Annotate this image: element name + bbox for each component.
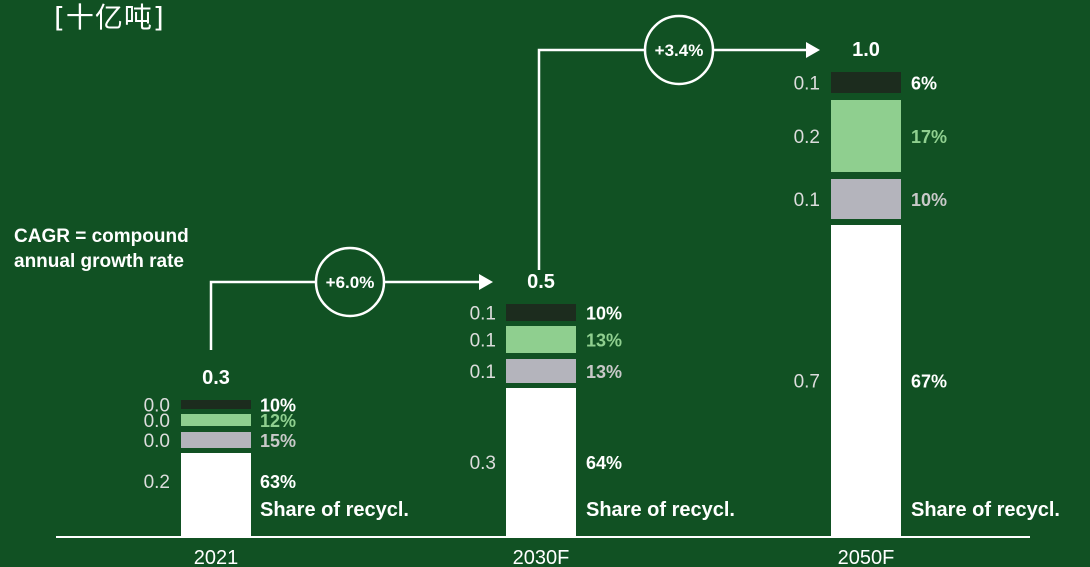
value-label-2030f-grey: 0.1 (470, 362, 496, 383)
bar-2030f-dark-segment (506, 304, 576, 321)
growth-1-label: +3.4% (655, 41, 704, 60)
cagr-note: CAGR = compound annual growth rate (14, 226, 189, 272)
x-tick-label-2021: 2021 (194, 547, 239, 567)
share-label-2021-grey: 15% (260, 431, 296, 451)
share-label-2030f-white: 64% (586, 453, 622, 473)
x-tick-label-2050f: 2050F (838, 547, 895, 567)
bar-2021-dark-segment (181, 400, 251, 409)
bar-2021-grey (181, 432, 251, 448)
total-label-2021: 0.3 (202, 367, 230, 389)
growth-0-connector (209, 280, 481, 350)
value-label-2021-dark-segment: 0.0 (144, 396, 170, 417)
bar-2050f-white (831, 225, 901, 536)
bar-2030f-white (506, 388, 576, 536)
value-label-2021-grey: 0.0 (144, 431, 170, 452)
share-label-2030f-light-green: 13% (586, 331, 622, 351)
share-label-2030f-dark-segment: 10% (586, 304, 622, 324)
x-tick-label-2030f: 2030F (513, 547, 570, 567)
share-label-2050f-white: 67% (911, 372, 947, 392)
share-caption-2050f: Share of recycl. (911, 499, 1060, 521)
value-label-2050f-white: 0.7 (794, 372, 820, 393)
total-label-2030f: 0.5 (527, 271, 555, 293)
share-label-2021-white: 63% (260, 472, 296, 492)
bar-2030f-grey (506, 359, 576, 383)
share-label-2050f-light-green: 17% (911, 127, 947, 147)
value-label-2030f-light-green: 0.1 (470, 331, 496, 352)
value-label-2021-light-green: 0.0 (144, 411, 170, 432)
bar-2030f-light-green (506, 326, 576, 353)
growth-0-circle (314, 246, 386, 318)
total-label-2050f: 1.0 (852, 39, 880, 61)
bar-2050f-light-green (831, 100, 901, 172)
value-label-2021-white: 0.2 (144, 472, 170, 493)
growth-1-connector (537, 48, 808, 270)
share-label-2050f-grey: 10% (911, 190, 947, 210)
bar-2021-light-green (181, 414, 251, 426)
value-label-2050f-dark-segment: 0.1 (794, 74, 820, 95)
share-label-2021-dark-segment: 10% (260, 396, 296, 416)
growth-1-circle (643, 14, 715, 86)
value-label-2030f-dark-segment: 0.1 (470, 304, 496, 325)
share-label-2030f-grey: 13% (586, 362, 622, 382)
bar-2050f-grey (831, 179, 901, 219)
share-caption-2030f: Share of recycl. (586, 499, 735, 521)
bar-2050f-dark-segment (831, 72, 901, 93)
growth-0-arrowhead (479, 274, 493, 290)
share-caption-2021: Share of recycl. (260, 499, 409, 521)
share-label-2050f-dark-segment: 6% (911, 74, 937, 94)
bar-2021-white (181, 453, 251, 536)
unit-label: [十亿吨] (54, 1, 165, 34)
share-label-2021-light-green: 12% (260, 411, 296, 431)
value-label-2030f-white: 0.3 (470, 453, 496, 474)
value-label-2050f-light-green: 0.2 (794, 127, 820, 148)
value-label-2050f-grey: 0.1 (794, 190, 820, 211)
growth-0-label: +6.0% (326, 273, 375, 292)
growth-1-arrowhead (806, 42, 820, 58)
